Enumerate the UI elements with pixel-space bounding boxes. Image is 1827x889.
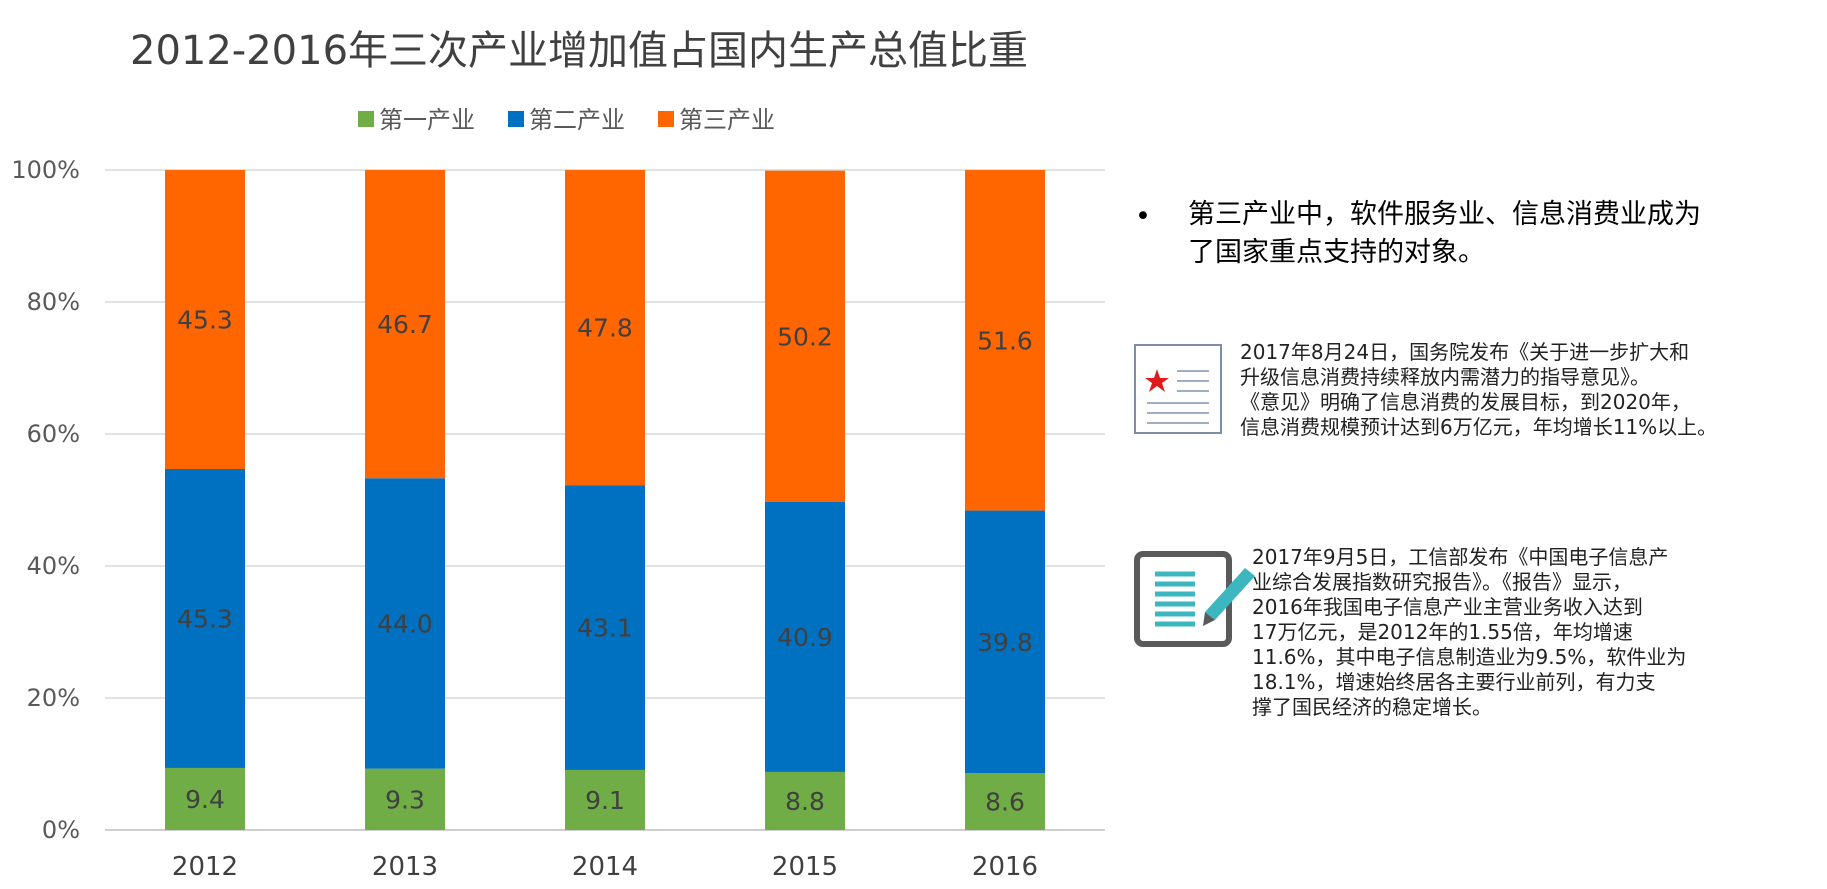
data-label: 51.6 — [977, 326, 1033, 355]
data-label: 46.7 — [377, 310, 433, 339]
x-tick-label: 2013 — [372, 852, 438, 882]
data-label: 8.8 — [785, 787, 825, 816]
note-2-line: 2016年我国电子信息产业主营业务收入达到 — [1252, 595, 1643, 619]
clipboard-pencil-icon — [1133, 550, 1263, 654]
data-label: 44.0 — [377, 609, 433, 638]
bar-segment — [365, 170, 445, 479]
note-2-line: 2017年9月5日，工信部发布《中国电子信息产 — [1252, 545, 1669, 569]
y-tick-label: 0% — [42, 816, 80, 844]
legend-swatch — [658, 111, 674, 127]
y-tick-label: 60% — [27, 420, 80, 448]
data-label: 50.2 — [777, 322, 833, 351]
bar-segment — [965, 510, 1045, 774]
note-2-line: 撑了国民经济的稳定增长。 — [1252, 695, 1492, 719]
document-star-icon — [1133, 343, 1225, 443]
bar-segment — [565, 485, 645, 770]
y-tick-label: 20% — [27, 684, 80, 712]
data-label: 47.8 — [577, 314, 633, 343]
legend-swatch — [508, 111, 524, 127]
data-label: 9.3 — [385, 785, 425, 814]
note-1-line: 信息消费规模预计达到6万亿元，年均增长11%以上。 — [1240, 415, 1718, 439]
headline-line-1: 第三产业中，软件服务业、信息消费业成为 — [1188, 199, 1701, 230]
y-tick-label: 100% — [11, 156, 80, 184]
headline-line-2: 了国家重点支持的对象。 — [1188, 237, 1485, 268]
bar-segment — [565, 769, 645, 830]
note-1-line: 2017年8月24日，国务院发布《关于进一步扩大和 — [1240, 340, 1690, 364]
x-tick-label: 2016 — [972, 852, 1038, 882]
y-axis: 0% 20% 40% 60% 80% 100% — [11, 156, 80, 844]
bar-segment — [165, 170, 245, 469]
chart-legend: 第一产业 第二产业 第三产业 — [358, 106, 775, 134]
bar-segment — [765, 771, 845, 830]
bullet-point: • — [1135, 201, 1151, 232]
bar-segment — [765, 170, 845, 502]
x-tick-label: 2014 — [572, 852, 638, 882]
bar-segment — [365, 768, 445, 830]
x-axis: 2012 2013 2014 2015 2016 — [172, 852, 1038, 882]
note-1: 2017年8月24日，国务院发布《关于进一步扩大和 升级信息消费持续释放内需潜力… — [1240, 340, 1820, 440]
x-tick-label: 2015 — [772, 852, 838, 882]
data-label: 45.3 — [177, 604, 233, 633]
note-2-line: 17万亿元，是2012年的1.55倍，年均增速 — [1252, 620, 1633, 644]
data-label: 40.9 — [777, 623, 833, 652]
y-tick-label: 80% — [27, 288, 80, 316]
legend-label: 第一产业 — [379, 106, 475, 134]
y-tick-label: 40% — [27, 552, 80, 580]
x-tick-label: 2012 — [172, 852, 238, 882]
bar-segment — [965, 773, 1045, 830]
bars: 9.4 45.3 45.3 9.3 44.0 46.7 9.1 43.1 47.8 8.8 40.9… — [165, 170, 1045, 830]
bar-segment — [765, 501, 845, 772]
bar-segment — [565, 170, 645, 486]
legend-label: 第二产业 — [529, 106, 625, 134]
legend-swatch — [358, 111, 374, 127]
bar-segment — [965, 170, 1045, 511]
data-label: 39.8 — [977, 628, 1033, 657]
data-label: 9.1 — [585, 786, 625, 815]
data-label: 45.3 — [177, 305, 233, 334]
chart-title: 2012-2016年三次产业增加值占国内生产总值比重 — [130, 28, 1028, 74]
bar-segment — [365, 478, 445, 769]
bar-segment — [165, 468, 245, 768]
note-2-line: 11.6%，其中电子信息制造业为9.5%，软件业为 — [1252, 645, 1687, 669]
data-label: 9.4 — [185, 785, 225, 814]
data-label: 43.1 — [577, 614, 633, 643]
headline: 第三产业中，软件服务业、信息消费业成为 了国家重点支持的对象。 — [1188, 196, 1827, 272]
note-2-line: 业综合发展指数研究报告》。《报告》显示， — [1252, 570, 1632, 594]
data-label: 8.6 — [985, 788, 1025, 817]
legend-label: 第三产业 — [679, 106, 775, 134]
note-2: 2017年9月5日，工信部发布《中国电子信息产 业综合发展指数研究报告》。《报告… — [1252, 545, 1792, 720]
note-1-line: 升级信息消费持续释放内需潜力的指导意见》。 — [1240, 365, 1650, 389]
note-1-line: 《意见》明确了信息消费的发展目标，到2020年， — [1240, 390, 1691, 414]
note-2-line: 18.1%，增速始终居各主要行业前列，有力支 — [1252, 670, 1656, 694]
bar-segment — [165, 767, 245, 830]
